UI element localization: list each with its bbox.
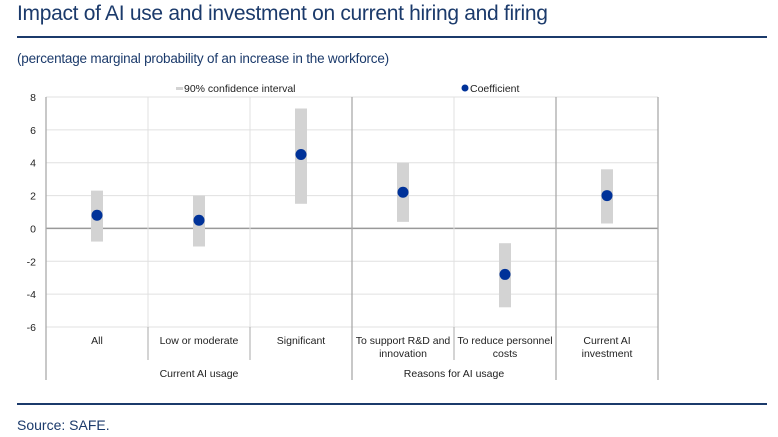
y-tick-label: -2 [27,256,36,268]
y-tick-label: -4 [27,289,36,301]
group-label: Current AI usage [160,368,239,380]
legend-ci-swatch [176,87,183,90]
y-tick-label: 0 [30,223,36,235]
title-divider [17,36,767,38]
group-label: Reasons for AI usage [404,368,505,380]
category-label: All [91,335,103,347]
coefficient-point [397,186,409,198]
category-label: To support R&D and [356,335,451,347]
coefficient-point [499,268,511,280]
legend-coefficient-label: Coefficient [470,83,520,95]
y-tick-label: 4 [30,158,36,170]
coefficient-point [295,149,307,160]
coefficient-point [91,209,103,221]
chart-subtitle: (percentage marginal probability of an i… [17,51,389,66]
legend-coefficient-swatch [461,84,469,92]
y-tick-label: -6 [27,322,36,334]
coefficient-point [601,190,613,202]
coefficient-point [193,214,205,226]
category-label: Current AI [583,335,630,347]
legend-ci-label: 90% confidence interval [184,83,296,95]
category-label: costs [493,348,518,360]
source-note: Source: SAFE. [17,417,110,433]
category-label: investment [582,348,633,360]
category-label: To reduce personnel [457,335,552,347]
category-label: Significant [277,335,326,347]
source-divider [17,403,767,405]
chart-title: Impact of AI use and investment on curre… [17,2,548,25]
category-label: Low or moderate [160,335,239,347]
y-tick-label: 2 [30,191,36,203]
category-label: innovation [379,348,427,360]
y-tick-label: 6 [30,125,36,137]
y-tick-label: 8 [30,92,36,104]
